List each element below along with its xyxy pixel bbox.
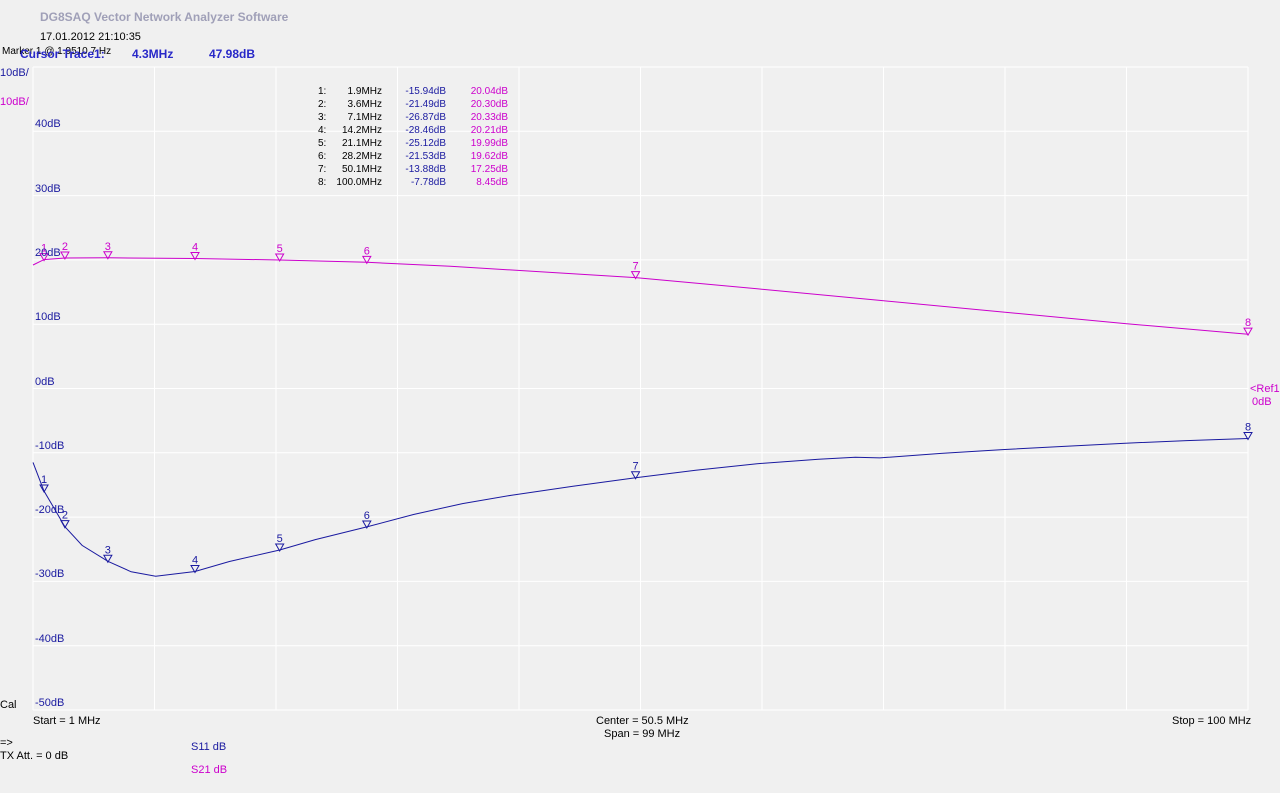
marker-s11-value: -21.49dB: [405, 99, 446, 110]
marker-triangle-s21: [630, 271, 641, 280]
cursor-label: Cursor Trace1:: [20, 47, 105, 61]
legend-s21[interactable]: S21 dB: [191, 764, 228, 776]
traces: [32, 257, 1249, 577]
marker-s21-value: 20.21dB: [470, 125, 508, 136]
marker-s21-value: 20.30dB: [470, 99, 508, 110]
marker-label-s11: 3: [105, 544, 111, 556]
marker-triangle-s11: [1243, 432, 1253, 441]
y-tick-label: -50dB: [35, 697, 65, 709]
marker-index: 8:: [318, 177, 327, 188]
marker-triangle-s11: [60, 520, 70, 529]
marker-s21-value: 20.33dB: [470, 112, 508, 123]
marker-label-s11: 4: [192, 554, 198, 566]
marker-label-s11: 6: [364, 510, 370, 522]
marker-index: 5:: [318, 138, 327, 149]
stop-frequency[interactable]: Stop = 100 MHz: [1172, 715, 1252, 727]
marker-frequency: 100.0MHz: [336, 177, 382, 188]
marker-s11-value: -7.78dB: [410, 177, 446, 188]
marker-triangle-s11: [103, 554, 113, 564]
marker-label-s21: 7: [633, 261, 639, 273]
marker-s21-value: 20.04dB: [470, 86, 508, 97]
grid: [32, 66, 1249, 711]
y-tick-label: 0dB: [35, 375, 55, 388]
marker-triangle-s11: [630, 471, 641, 480]
marker-frequency: 7.1MHz: [347, 112, 382, 123]
marker-s11-value: -21.53dB: [405, 151, 446, 162]
marker-s11-value: -15.94dB: [405, 86, 446, 97]
marker-s11-value: -13.88dB: [405, 164, 446, 175]
marker-triangle-s21: [1243, 327, 1253, 337]
marker-index: 4:: [318, 125, 327, 136]
trace-s11: [32, 438, 1249, 577]
marker-s21-value: 19.99dB: [470, 138, 508, 149]
y-tick-label: 40dB: [35, 118, 61, 131]
marker-triangle-s21: [190, 252, 200, 261]
trace-markers: 1 1 2 2 3 3 4 4 5 5 6 6 7 7 8 8: [39, 241, 1253, 574]
marker-frequency: 28.2MHz: [341, 151, 382, 162]
marker-index: 6:: [318, 151, 327, 162]
y-tick-label: 10dB: [35, 311, 61, 324]
marker-triangle-s21: [39, 253, 49, 262]
tx-attenuation[interactable]: TX Att. = 0 dB: [0, 750, 69, 762]
marker-label-s21: 1: [41, 243, 47, 255]
s21-scale-label[interactable]: 10dB/: [0, 96, 29, 108]
legend-s11[interactable]: S11 dB: [191, 741, 227, 753]
marker-index: 2:: [318, 99, 327, 110]
marker-label-s21: 3: [105, 241, 111, 253]
marker-label-s21: 8: [1245, 317, 1251, 329]
marker-s11-value: -26.87dB: [405, 112, 446, 123]
marker-s21-value: 17.25dB: [470, 164, 508, 175]
marker-info: Marker 1 @ 1.9510 7 Hz: [2, 46, 112, 57]
marker-triangle-s11: [361, 520, 372, 529]
arrow-indicator: =>: [0, 737, 13, 749]
center-frequency[interactable]: Center = 50.5 MHz: [596, 715, 689, 727]
y-tick-label: -20dB: [35, 504, 65, 517]
start-frequency[interactable]: Start = 1 MHz: [33, 715, 101, 727]
marker-triangle-s21: [60, 251, 70, 260]
marker-label-s11: 2: [62, 510, 68, 522]
marker-frequency: 14.2MHz: [341, 125, 382, 136]
marker-index: 7:: [318, 164, 327, 175]
marker-triangle-s11: [274, 543, 285, 553]
cal-status[interactable]: Cal: [0, 699, 17, 711]
marker-triangle-s21: [274, 253, 285, 262]
y-tick-label: -40dB: [35, 632, 65, 645]
reference-marker-label[interactable]: <Ref1: [1250, 383, 1280, 395]
marker-triangle-s21: [361, 255, 372, 265]
y-tick-label: 20dB: [35, 246, 61, 259]
s11-scale-label[interactable]: 10dB/: [0, 67, 29, 79]
marker-triangle-s21: [103, 251, 113, 260]
y-tick-label: -30dB: [35, 568, 65, 581]
marker-s21-value: 8.45dB: [476, 177, 508, 188]
cursor-frequency: 4.3MHz: [132, 47, 174, 61]
cursor-value: 47.98dB: [209, 47, 256, 61]
marker-label-s21: 5: [277, 243, 283, 255]
reference-value: 0dB: [1252, 396, 1272, 408]
marker-triangle-s11: [190, 564, 200, 574]
marker-label-s21: 2: [62, 241, 68, 253]
y-tick-label: -10dB: [35, 439, 65, 452]
marker-frequency: 3.6MHz: [347, 99, 382, 110]
marker-label-s21: 6: [364, 245, 370, 257]
span-frequency[interactable]: Span = 99 MHz: [604, 728, 681, 740]
marker-s11-value: -25.12dB: [405, 138, 446, 149]
marker-frequency: 50.1MHz: [341, 164, 382, 175]
trace-s21: [32, 257, 1249, 335]
timestamp: 17.01.2012 21:10:35: [40, 31, 141, 43]
marker-index: 3:: [318, 112, 327, 123]
marker-label-s11: 7: [633, 461, 639, 473]
marker-frequency: 1.9MHz: [347, 86, 382, 97]
marker-label-s11: 1: [41, 474, 47, 486]
marker-s21-value: 19.62dB: [470, 151, 508, 162]
y-tick-label: 30dB: [35, 182, 61, 195]
marker-label-s11: 5: [277, 533, 283, 545]
marker-frequency: 21.1MHz: [341, 138, 382, 149]
app-title: DG8SAQ Vector Network Analyzer Software: [40, 10, 289, 24]
marker-label-s21: 4: [192, 242, 198, 254]
marker-label-s11: 8: [1245, 422, 1251, 434]
marker-triangle-s11: [39, 484, 49, 494]
marker-s11-value: -28.46dB: [405, 125, 446, 136]
marker-index: 1:: [318, 86, 327, 97]
